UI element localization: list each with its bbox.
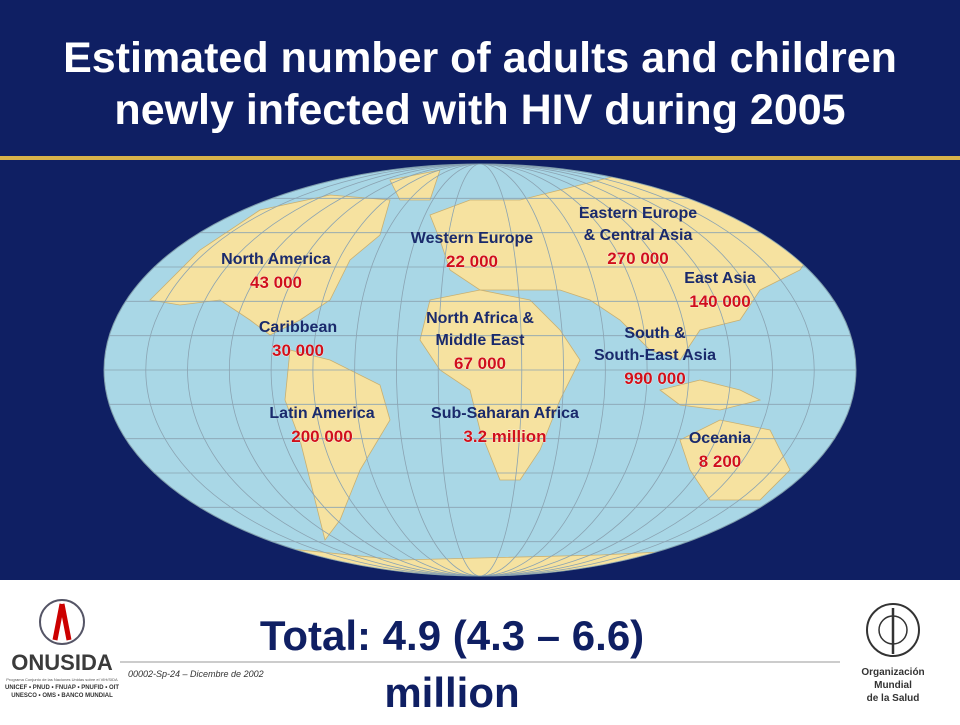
region-value: 3.2 million: [463, 427, 546, 446]
total-line: Total: 4.9 (4.3 – 6.6): [260, 612, 644, 659]
title-line: newly infected with HIV during 2005: [114, 86, 845, 134]
region-value: 270 000: [607, 249, 668, 268]
region-value: 990 000: [624, 369, 685, 388]
region-name: Eastern Europe: [579, 205, 697, 222]
region-value: 30 000: [272, 341, 324, 360]
who-name: Mundial: [874, 680, 912, 691]
region-name: North Africa &: [426, 310, 534, 327]
onusida-logo: ONUSIDA Programa Conjunto de las Nacione…: [5, 599, 119, 699]
onusida-members: UNESCO • OMS • BANCO MUNDIAL: [11, 693, 113, 699]
region-name: Latin America: [269, 405, 374, 422]
onusida-name: ONUSIDA: [11, 650, 113, 675]
footer-background: [0, 580, 960, 720]
region-name: & Central Asia: [584, 227, 693, 244]
title-line: Estimated number of adults and children: [63, 34, 897, 82]
region-name: South &: [624, 325, 686, 342]
region-value: 200 000: [291, 427, 352, 446]
region-value: 140 000: [689, 292, 750, 311]
region-name: Sub-Saharan Africa: [431, 405, 579, 422]
onusida-program: Programa Conjunto de las Naciones Unidas…: [6, 677, 118, 682]
region-name: Oceania: [689, 430, 751, 447]
region-value: 8 200: [699, 452, 742, 471]
region-name: Middle East: [436, 332, 526, 349]
region-value: 67 000: [454, 354, 506, 373]
region-name: South-East Asia: [594, 347, 716, 364]
onusida-members: UNICEF • PNUD • FNUAP • PNUFID • OIT: [5, 685, 119, 691]
slide-code: 00002-Sp-24 – Dicembre de 2002: [128, 669, 264, 679]
region-name: Caribbean: [259, 319, 337, 336]
who-logo: Organización Mundial de la Salud: [861, 603, 925, 704]
region-name: Western Europe: [411, 230, 534, 247]
region-value: 43 000: [250, 273, 302, 292]
region-name: East Asia: [684, 270, 756, 287]
total-line: million: [384, 669, 519, 716]
who-name: Organización: [861, 667, 924, 678]
region-value: 22 000: [446, 252, 498, 271]
who-name: de la Salud: [867, 693, 920, 704]
divider: [0, 156, 960, 160]
region-name: North America: [221, 251, 331, 268]
region-labels: North America 43 000 Caribbean 30 000 Latin …: [221, 205, 756, 471]
